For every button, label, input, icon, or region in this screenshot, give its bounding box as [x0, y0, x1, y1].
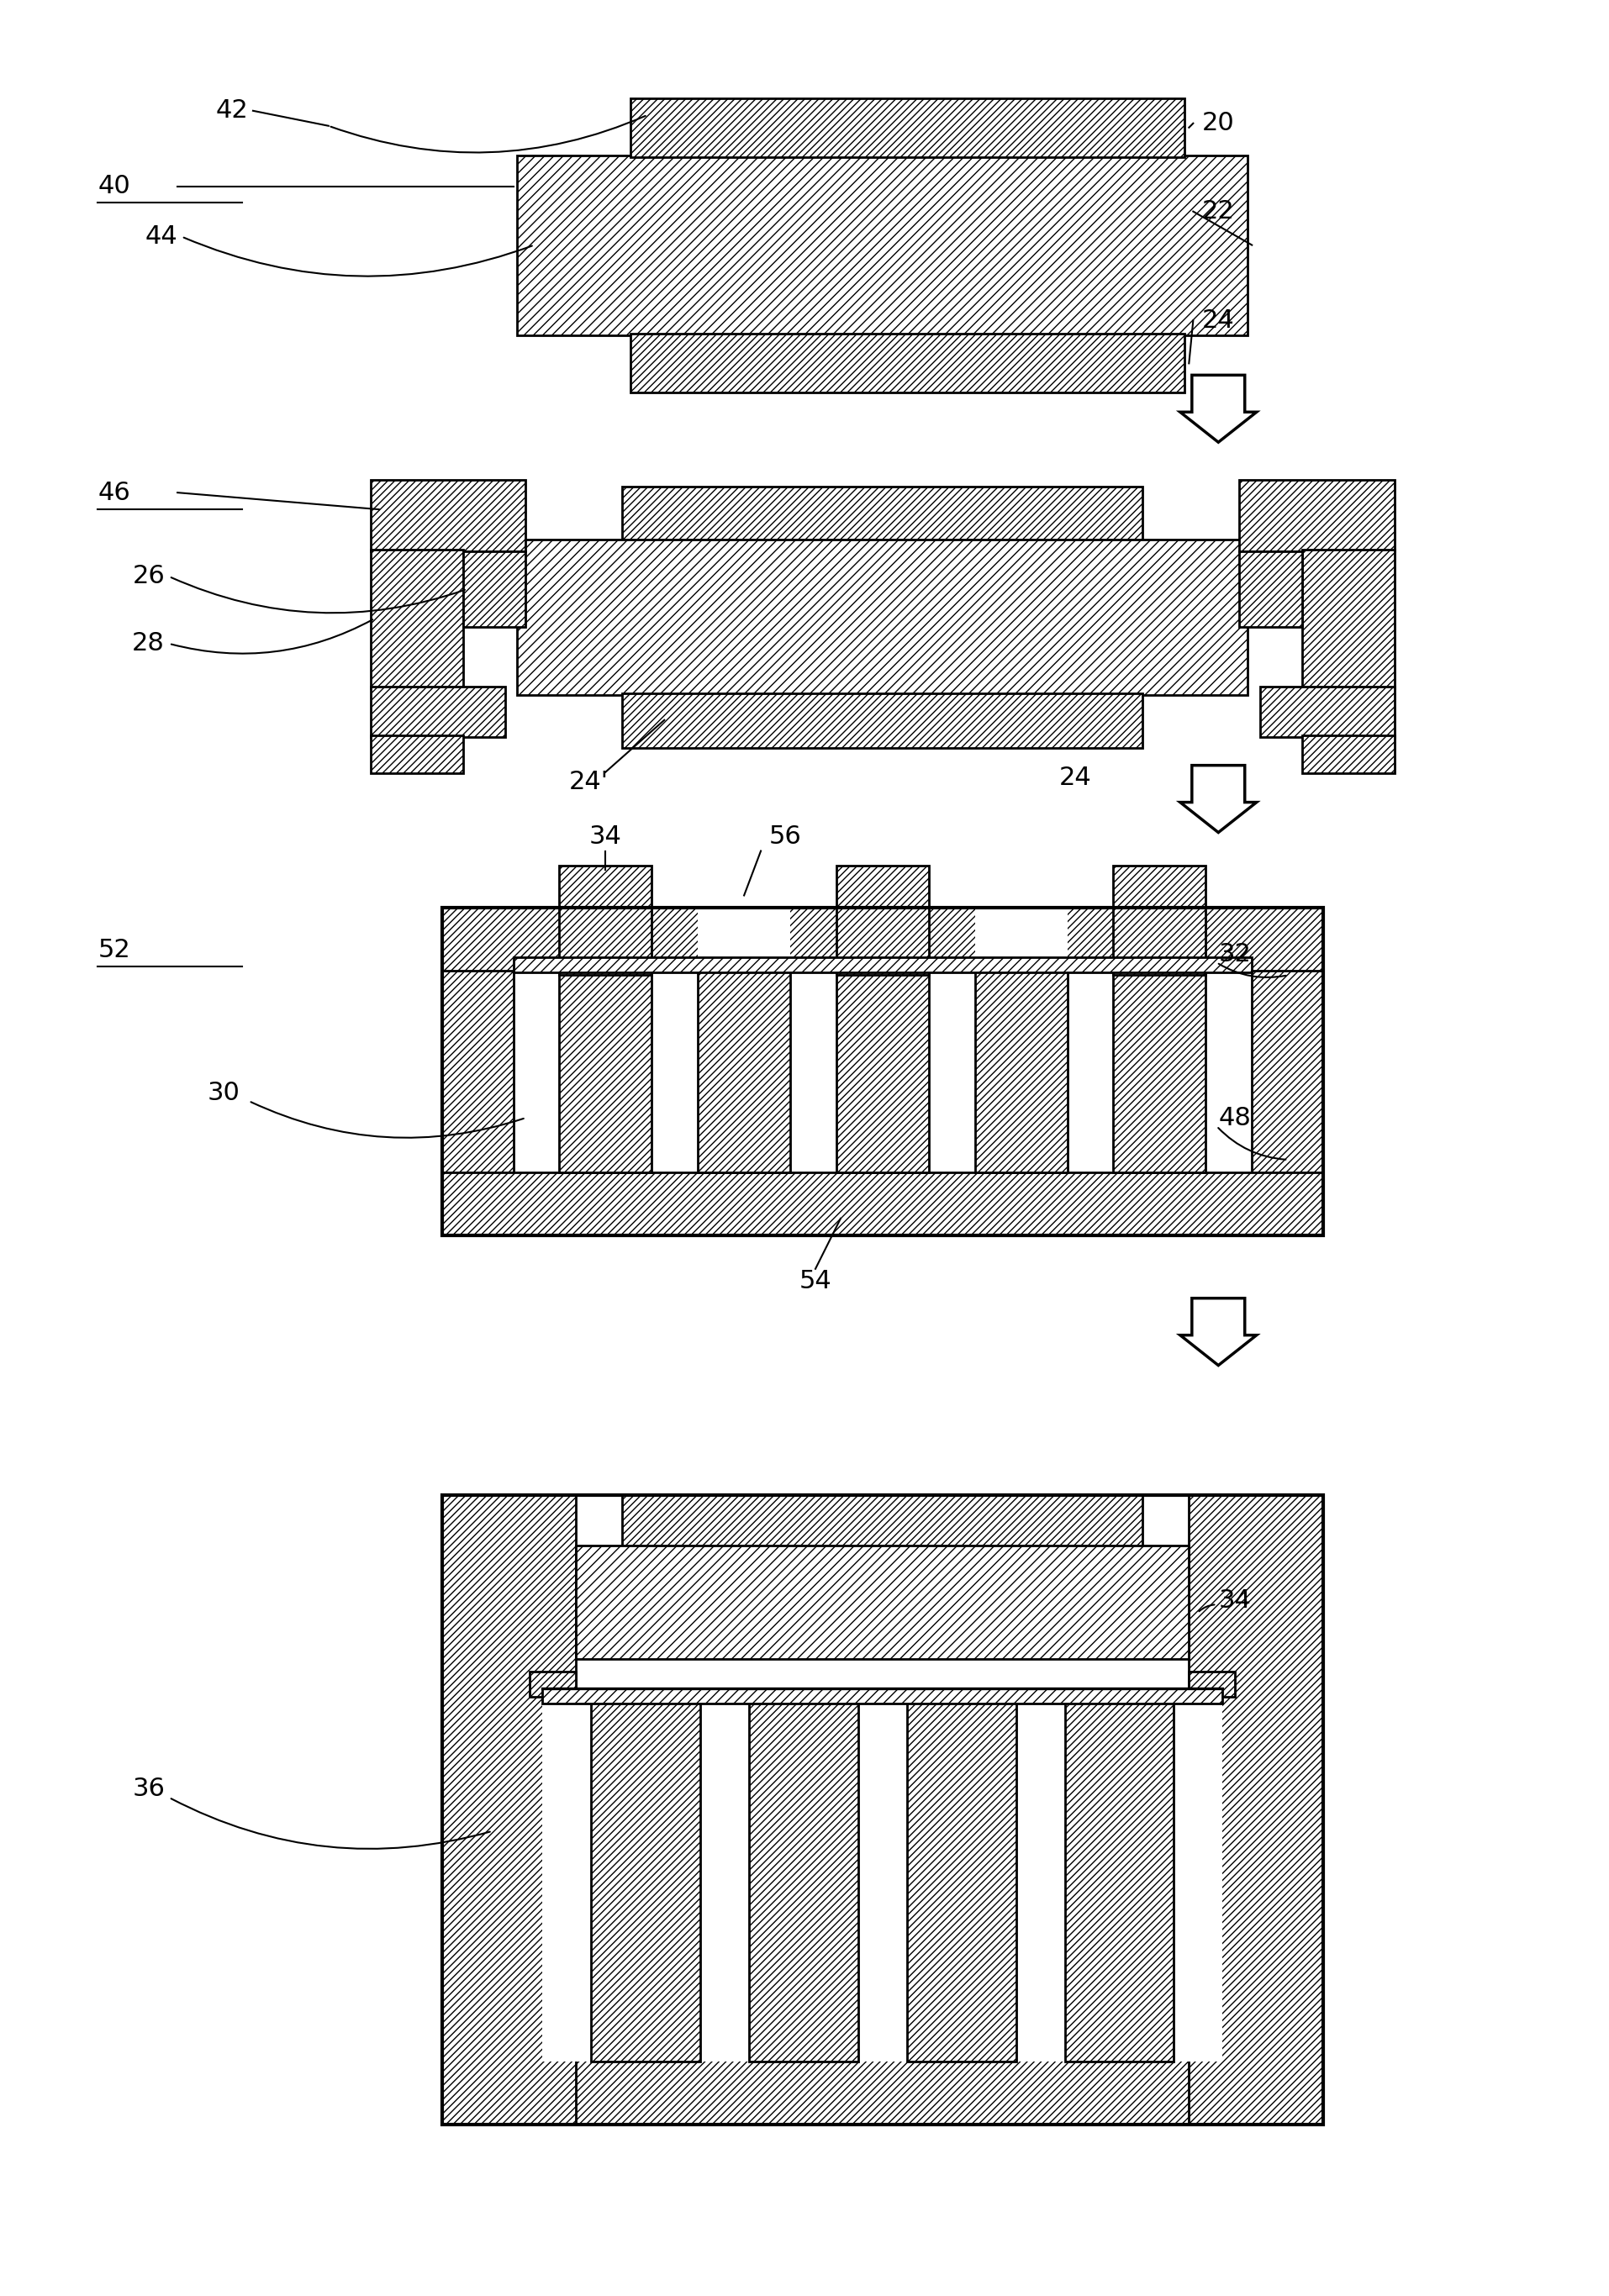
Bar — [623, 1495, 1142, 1550]
Text: 40: 40 — [98, 174, 130, 197]
Bar — [698, 971, 790, 1173]
Bar — [906, 1688, 1015, 2062]
Bar — [441, 1495, 576, 2124]
Bar — [513, 971, 1252, 1173]
Bar — [631, 99, 1184, 156]
Bar — [1302, 735, 1393, 774]
Bar — [542, 1688, 1221, 2062]
Bar — [542, 1688, 1221, 1704]
Bar — [370, 735, 463, 774]
Text: 20: 20 — [1200, 110, 1234, 135]
Text: 32: 32 — [1218, 941, 1250, 967]
Bar — [1260, 687, 1393, 737]
Bar — [1113, 866, 1205, 976]
Text: 30: 30 — [208, 1081, 240, 1104]
Bar — [370, 687, 505, 737]
Bar — [748, 1688, 858, 2062]
Bar — [441, 1495, 1323, 2124]
Text: 54: 54 — [798, 1270, 832, 1293]
Polygon shape — [1179, 1297, 1257, 1366]
Text: 22: 22 — [1200, 200, 1234, 223]
Polygon shape — [1179, 765, 1257, 833]
Bar — [631, 333, 1184, 393]
Bar — [441, 1173, 1323, 1235]
Bar — [975, 971, 1067, 1173]
Bar — [837, 866, 928, 976]
Bar — [516, 156, 1247, 335]
Text: 34: 34 — [589, 824, 621, 850]
Bar — [558, 866, 652, 976]
Bar — [513, 957, 1252, 974]
Bar — [1239, 551, 1302, 627]
Text: 46: 46 — [98, 480, 130, 505]
Bar — [529, 1671, 576, 1697]
Bar — [975, 907, 1067, 971]
Text: 26: 26 — [132, 565, 164, 588]
Text: 36: 36 — [132, 1777, 164, 1802]
Text: 52: 52 — [98, 937, 130, 962]
Bar — [1239, 480, 1393, 551]
Bar — [463, 551, 526, 627]
Bar — [516, 540, 1247, 696]
Bar — [1189, 1671, 1234, 1697]
Bar — [623, 693, 1142, 748]
Bar — [576, 1545, 1189, 1660]
Bar — [370, 549, 463, 689]
Bar — [1189, 1495, 1323, 2124]
Text: 42: 42 — [216, 99, 248, 124]
Bar — [441, 907, 1323, 1235]
Bar — [1064, 1688, 1173, 2062]
Text: 24': 24' — [568, 769, 608, 794]
Text: 34: 34 — [1218, 1589, 1250, 1612]
Text: 28: 28 — [132, 631, 164, 657]
Bar — [441, 1688, 1323, 2124]
Bar — [441, 907, 1323, 971]
Text: 56: 56 — [769, 824, 801, 850]
Bar — [623, 487, 1142, 542]
Bar — [558, 971, 652, 1173]
Text: 24: 24 — [1059, 767, 1091, 790]
Text: 24: 24 — [1200, 308, 1234, 333]
Bar — [1113, 971, 1205, 1173]
Polygon shape — [1179, 374, 1257, 443]
Text: 44: 44 — [145, 225, 177, 248]
Bar — [370, 480, 526, 551]
Bar — [1252, 907, 1323, 1235]
Text: 48: 48 — [1218, 1107, 1250, 1130]
Bar — [698, 907, 790, 971]
Bar — [441, 907, 513, 1235]
Bar — [441, 907, 1323, 1235]
Bar — [837, 971, 928, 1173]
Bar — [591, 1688, 700, 2062]
Bar — [1302, 549, 1393, 689]
